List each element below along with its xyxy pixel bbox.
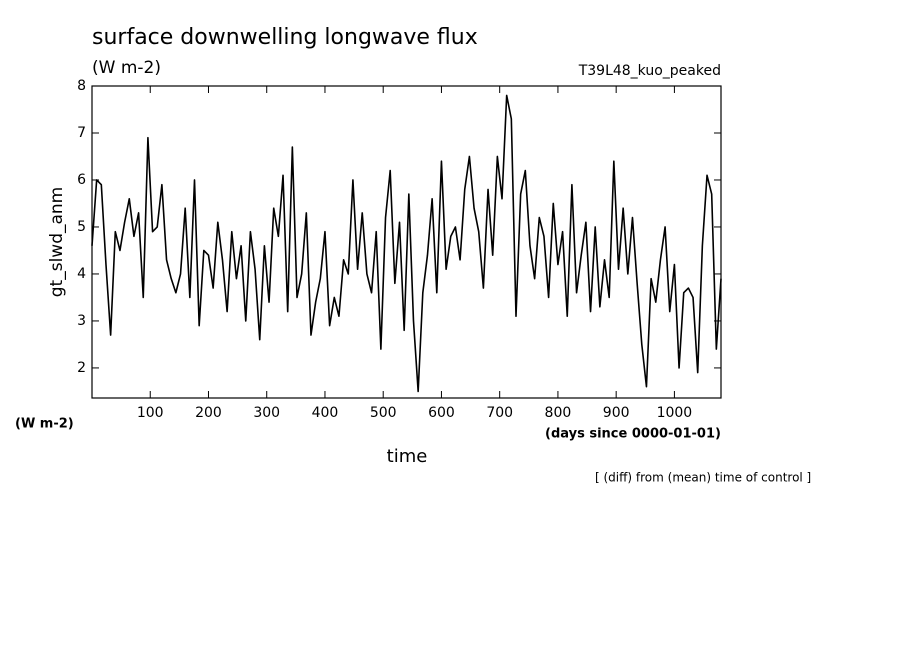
x-tick-label: 500 (370, 405, 397, 421)
x-tick-label: 400 (312, 405, 339, 421)
note: [ (diff) from (mean) time of control ] (595, 471, 811, 485)
x-tick-label: 800 (545, 405, 572, 421)
x-tick-label: 700 (486, 405, 513, 421)
x-tick-label: 1000 (657, 405, 693, 421)
run-label: T39L48_kuo_peaked (578, 63, 721, 79)
y-tick-label: 8 (77, 78, 86, 94)
x-tick-label: 600 (428, 405, 455, 421)
y-tick-label: 3 (77, 313, 86, 329)
data-line (91, 94, 722, 393)
x-tick-label: 300 (253, 405, 280, 421)
y-tick-label: 5 (77, 219, 86, 235)
y-tick-label: 6 (77, 172, 86, 188)
x-tick-label: 200 (195, 405, 222, 421)
x-tick-label: 100 (137, 405, 164, 421)
x-axis-label: time (387, 446, 428, 467)
y-tick-label: 4 (77, 266, 86, 282)
y-axis-label: gt_slwd_anm (47, 187, 67, 297)
chart-title: surface downwelling longwave flux (92, 25, 478, 50)
y-tick-label: 2 (77, 360, 86, 376)
units-top: (W m-2) (92, 58, 161, 78)
y-tick-label: 7 (77, 125, 86, 141)
x-units: (days since 0000-01-01) (545, 427, 721, 442)
x-tick-label: 900 (603, 405, 630, 421)
units-bottom: (W m-2) (15, 417, 74, 432)
